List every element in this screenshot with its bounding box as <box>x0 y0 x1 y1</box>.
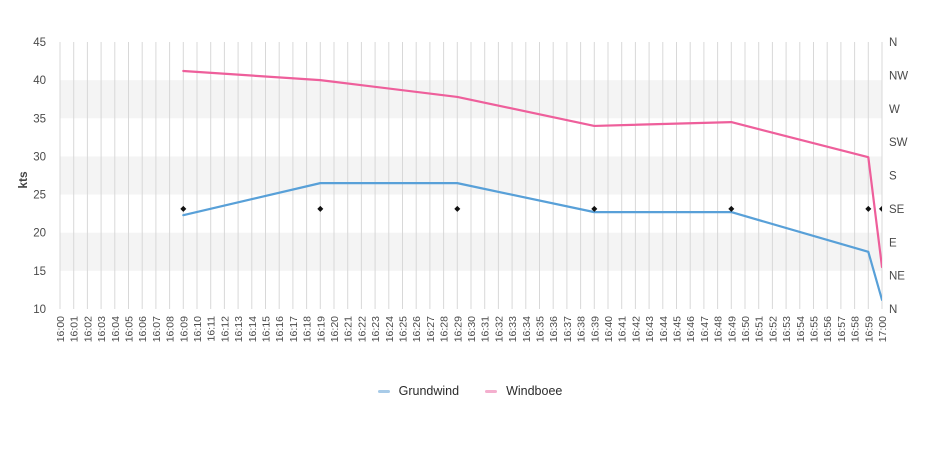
x-tick-label: 16:18 <box>302 316 314 342</box>
x-tick-label: 16:46 <box>685 316 697 342</box>
x-tick-label: 16:30 <box>466 316 478 342</box>
x-tick-label: 16:35 <box>535 316 547 342</box>
x-tick-label: 16:03 <box>96 316 108 342</box>
x-tick-label: 16:04 <box>110 316 122 342</box>
x-tick-label: 16:05 <box>124 316 136 342</box>
x-tick-label: 16:17 <box>288 316 300 342</box>
series-line-grundwind <box>182 182 882 301</box>
x-tick-label: 16:13 <box>233 316 245 342</box>
x-tick-label: 16:59 <box>863 316 875 342</box>
x-tick-label: 16:23 <box>370 316 382 342</box>
x-tick-label: 16:00 <box>55 316 67 342</box>
grundwind-line-swatch <box>377 389 390 393</box>
x-tick-label: 16:21 <box>343 316 355 342</box>
y-tick-label: 15 <box>33 266 46 278</box>
x-tick-label: 16:22 <box>356 316 368 342</box>
x-tick-label: 16:09 <box>178 316 190 342</box>
x-tick-label: 16:55 <box>809 316 821 342</box>
x-tick-label: 16:45 <box>672 316 684 342</box>
x-tick-label: 16:56 <box>822 316 834 342</box>
x-tick-label: 16:38 <box>576 316 588 342</box>
y-axis-title: kts <box>16 171 30 189</box>
x-tick-label: 16:07 <box>151 316 163 342</box>
x-tick-label: 16:47 <box>699 316 711 342</box>
x-tick-label: 16:24 <box>384 316 396 342</box>
x-tick-label: 16:20 <box>329 316 341 342</box>
y-tick-label: 20 <box>33 228 46 240</box>
x-tick-label: 16:02 <box>82 316 94 342</box>
wind-direction-marker <box>454 205 461 212</box>
x-tick-label: 16:39 <box>589 316 601 342</box>
compass-label: NW <box>889 70 908 82</box>
compass-label: E <box>889 237 897 249</box>
x-tick-label: 16:27 <box>425 316 437 342</box>
wind-direction-marker <box>591 205 598 212</box>
legend-label-grundwind: Grundwind <box>398 384 460 398</box>
compass-label: W <box>889 104 900 116</box>
wind-direction-marker <box>865 205 872 212</box>
windboee-line-swatch <box>485 389 498 393</box>
legend-item-grundwind[interactable]: Grundwind <box>377 384 460 398</box>
x-tick-label: 16:51 <box>754 316 766 342</box>
y-tick-label: 30 <box>33 151 46 163</box>
y-tick-label: 25 <box>33 190 46 202</box>
x-tick-label: 16:01 <box>69 316 81 342</box>
compass-label: S <box>889 171 897 183</box>
compass-label: NE <box>889 271 905 283</box>
x-tick-label: 16:08 <box>165 316 177 342</box>
compass-label: N <box>889 37 897 49</box>
x-tick-label: 16:41 <box>617 316 629 342</box>
legend-item-windboee[interactable]: Windboee <box>485 384 562 398</box>
x-tick-label: 16:48 <box>713 316 725 342</box>
x-tick-label: 16:52 <box>767 316 779 342</box>
x-tick-label: 16:19 <box>315 316 327 342</box>
series-line-windboee <box>182 69 882 269</box>
wind-direction-marker <box>728 205 735 212</box>
x-tick-label: 16:29 <box>452 316 464 342</box>
wind-direction-marker <box>180 205 187 212</box>
wind-direction-marker <box>879 205 882 212</box>
y-tick-label: 40 <box>33 75 46 87</box>
x-tick-label: 16:26 <box>411 316 423 342</box>
x-tick-label: 16:15 <box>261 316 273 342</box>
x-tick-label: 16:34 <box>521 316 533 342</box>
x-tick-label: 16:57 <box>836 316 848 342</box>
x-tick-label: 16:54 <box>795 316 807 342</box>
x-tick-label: 16:44 <box>658 316 670 342</box>
x-tick-label: 16:42 <box>630 316 642 342</box>
compass-label: SW <box>889 137 908 149</box>
x-tick-label: 16:36 <box>548 316 560 342</box>
compass-label: N <box>889 304 897 316</box>
x-tick-label: 16:06 <box>137 316 149 342</box>
x-tick-label: 16:14 <box>247 316 259 342</box>
x-tick-label: 16:33 <box>507 316 519 342</box>
chart-legend: Grundwind Windboee <box>0 380 940 402</box>
x-tick-label: 16:53 <box>781 316 793 342</box>
x-tick-label: 16:50 <box>740 316 752 342</box>
x-tick-label: 16:31 <box>480 316 492 342</box>
x-tick-label: 16:43 <box>644 316 656 342</box>
wind-direction-marker <box>317 205 324 212</box>
x-tick-label: 16:40 <box>603 316 615 342</box>
x-tick-label: 16:10 <box>192 316 204 342</box>
legend-label-windboee: Windboee <box>506 384 563 398</box>
compass-label: SE <box>889 204 905 216</box>
x-tick-label: 16:37 <box>562 316 574 342</box>
y-tick-label: 35 <box>33 113 46 125</box>
x-tick-label: 16:12 <box>219 316 231 342</box>
y-tick-label: 10 <box>33 304 46 316</box>
x-tick-label: 17:00 <box>877 316 889 342</box>
x-tick-label: 16:58 <box>850 316 862 342</box>
x-tick-label: 16:28 <box>439 316 451 342</box>
x-tick-label: 16:25 <box>398 316 410 342</box>
x-tick-label: 16:16 <box>274 316 286 342</box>
x-tick-label: 16:32 <box>493 316 505 342</box>
y-tick-label: 45 <box>33 37 46 49</box>
x-tick-label: 16:11 <box>206 316 218 342</box>
x-tick-label: 16:49 <box>726 316 738 342</box>
